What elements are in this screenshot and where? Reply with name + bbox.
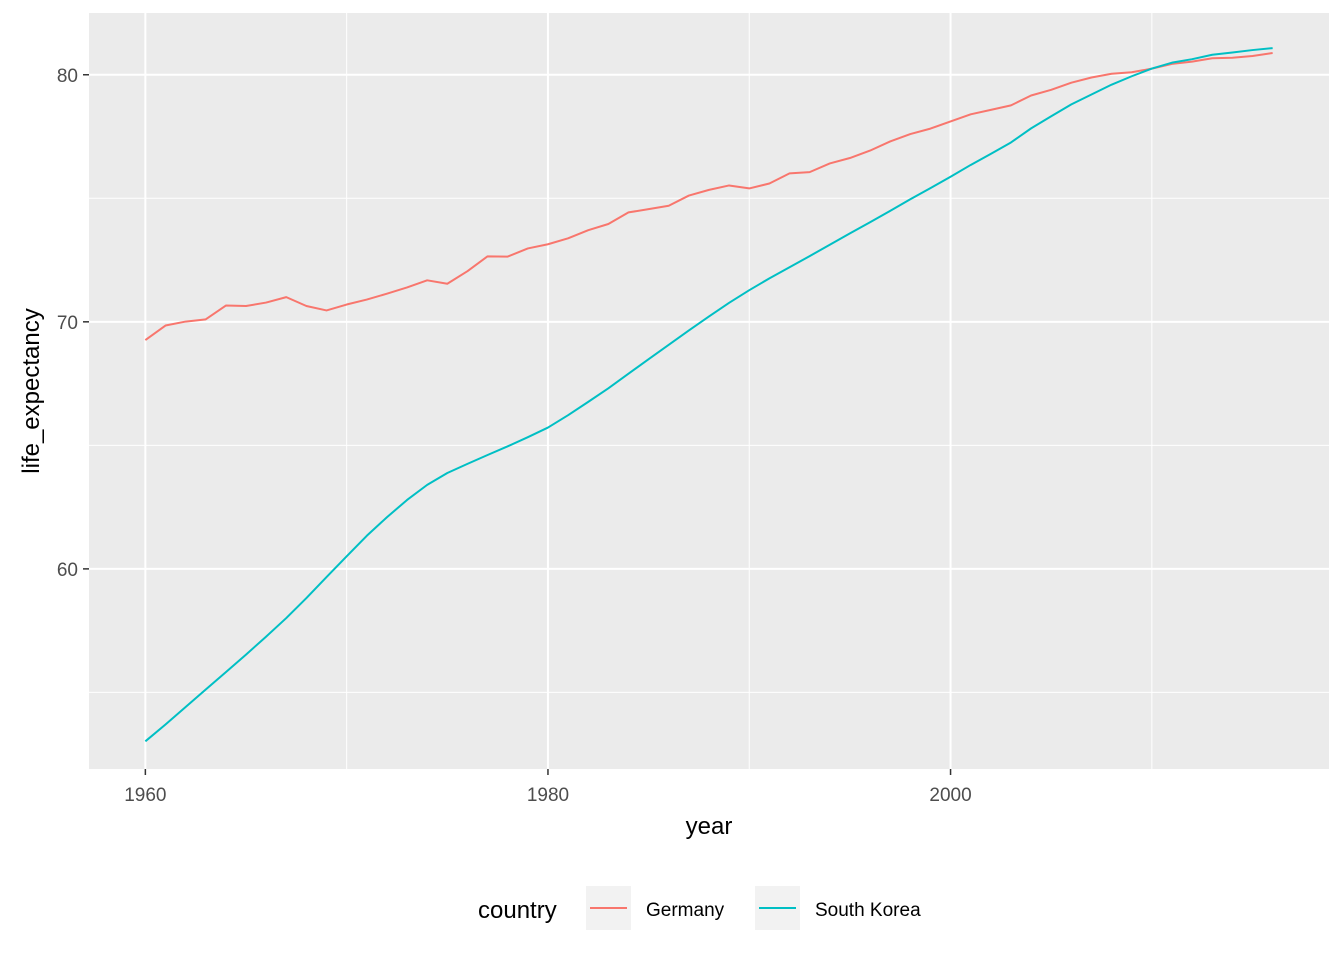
x-tick-label: 1980 — [527, 785, 569, 806]
series-line-south-korea — [144, 47, 1273, 743]
series-line-germany — [144, 52, 1273, 341]
grid-major — [89, 13, 1329, 769]
y-tick-label: 60 — [57, 560, 78, 581]
y-tick-label: 70 — [57, 313, 78, 334]
x-tick-label: 2000 — [929, 785, 971, 806]
data-lines — [144, 47, 1273, 743]
plot-panel — [89, 13, 1329, 769]
legend-label-south-korea: South Korea — [815, 900, 921, 921]
axis-ticks — [83, 74, 952, 775]
legend-title: country — [478, 897, 557, 924]
y-axis-tick-labels: 60 70 80 — [57, 66, 78, 581]
y-tick-label: 80 — [57, 66, 78, 87]
legend-label-germany: Germany — [646, 900, 725, 921]
y-axis-title: life_expectancy — [18, 308, 45, 473]
grid-minor — [89, 13, 1329, 769]
x-axis-title: year — [686, 813, 733, 840]
legend: country Germany South Korea — [478, 886, 921, 930]
x-tick-label: 1960 — [124, 785, 166, 806]
x-axis-tick-labels: 1960 1980 2000 — [124, 785, 971, 806]
